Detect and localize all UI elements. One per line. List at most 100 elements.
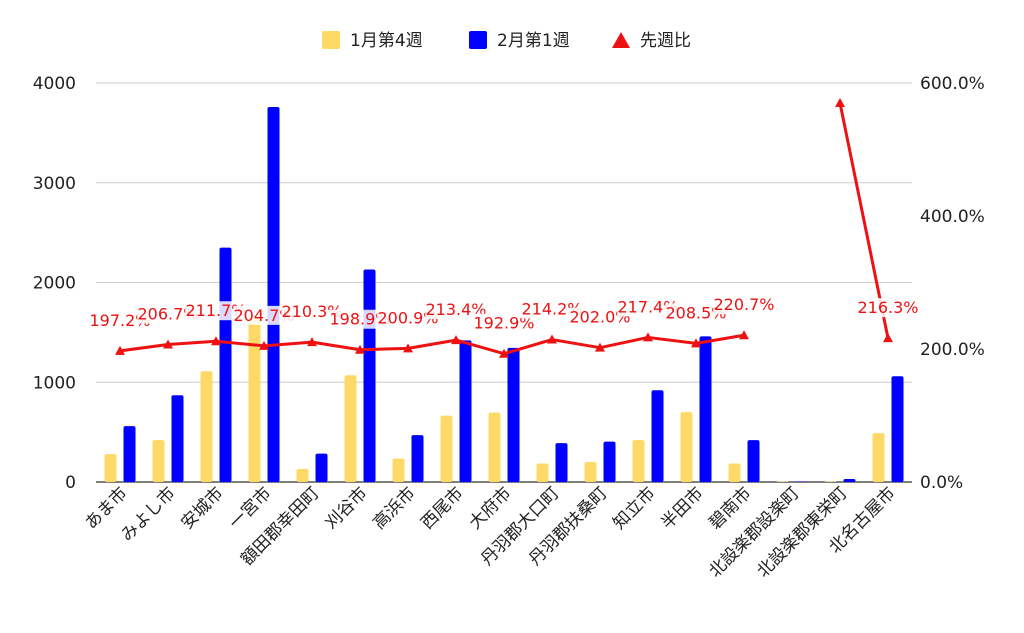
bar-jan-week4 (536, 463, 549, 482)
ratio-point (691, 338, 701, 348)
legend: 1月第4週 2月第1週 先週比 (322, 31, 691, 51)
data-label-bg (233, 305, 295, 325)
data-label-bg (473, 313, 535, 333)
ratio-data-label: 213.4% (425, 300, 486, 319)
data-label-bg (569, 307, 631, 327)
legend-label: 2月第1週 (497, 31, 570, 51)
x-category-label: 刈谷市 (321, 483, 371, 533)
bar-jan-week4 (728, 463, 741, 482)
ratio-point (259, 340, 269, 350)
y-left-tick-label: 1000 (33, 373, 76, 393)
bar-jan-week4 (296, 469, 309, 482)
x-category-label: 西尾市 (417, 483, 467, 533)
ratio-point (355, 344, 365, 354)
x-category-label: 知立市 (609, 483, 659, 533)
ratio-point (403, 343, 413, 353)
ratio-point (547, 334, 557, 344)
data-label-bg (665, 303, 727, 323)
data-label-bg (281, 302, 343, 322)
bar-jan-week4 (248, 316, 261, 482)
ratio-point (643, 332, 653, 342)
ratio-data-label: 208.5% (665, 303, 726, 322)
ratio-point (739, 330, 749, 340)
ratio-point (499, 348, 509, 358)
bar-feb-week1 (507, 347, 520, 482)
ratio-data-label: 206.7% (137, 305, 198, 324)
ratio-point (307, 337, 317, 347)
data-label-bg (617, 297, 679, 317)
bar-jan-week4 (488, 412, 501, 482)
ratio-data-label: 217.4% (617, 297, 678, 316)
ratio-data-label: 197.2% (89, 311, 150, 330)
bar-feb-week1 (651, 390, 664, 482)
data-label-bg (713, 295, 775, 315)
bar-jan-week4 (632, 440, 645, 482)
bars-layer (104, 106, 904, 482)
bar-jan-week4 (584, 462, 597, 482)
bar-feb-week1 (603, 441, 616, 482)
ratio-data-label: 200.9% (377, 308, 438, 327)
label-layer: 197.2%206.7%211.7%204.7%210.3%198.9%200.… (89, 295, 919, 333)
data-label-bg (137, 304, 199, 324)
y-left-tick-label: 3000 (33, 174, 76, 194)
bar-jan-week4 (392, 458, 405, 482)
legend-label: 先週比 (640, 31, 691, 51)
bar-jan-week4 (872, 433, 885, 482)
legend-swatch (322, 31, 340, 49)
ratio-point (451, 335, 461, 345)
bar-feb-week1 (267, 106, 280, 482)
bar-feb-week1 (123, 426, 136, 482)
data-label-bg (329, 309, 391, 329)
bar-feb-week1 (363, 269, 376, 482)
bar-feb-week1 (699, 336, 712, 482)
y-right-tick-label: 600.0% (920, 74, 985, 94)
ratio-point (835, 97, 845, 107)
bar-feb-week1 (795, 481, 808, 482)
ratio-data-label: 204.7% (233, 306, 294, 325)
bar-feb-week1 (891, 376, 904, 482)
line-layer (115, 97, 893, 358)
bar-feb-week1 (219, 247, 232, 482)
ratio-data-label: 214.2% (521, 300, 582, 319)
bar-feb-week1 (411, 435, 424, 482)
ratio-data-label: 202.0% (569, 308, 630, 327)
bar-jan-week4 (680, 412, 693, 482)
ratio-data-label: 210.3% (281, 302, 342, 321)
y-right-tick-label: 400.0% (920, 207, 985, 227)
ratio-data-label: 192.9% (473, 314, 534, 333)
ratio-point (115, 345, 125, 355)
ratio-point (211, 336, 221, 346)
data-label-bg (857, 298, 919, 318)
x-category-label: 半田市 (657, 483, 707, 533)
bar-jan-week4 (824, 481, 837, 482)
bar-feb-week1 (171, 395, 184, 482)
y-left-tick-label: 4000 (33, 74, 76, 94)
bar-jan-week4 (104, 454, 117, 482)
bar-jan-week4 (200, 371, 213, 482)
data-label-bg (521, 299, 583, 319)
legend-swatch-triangle (612, 32, 630, 48)
bar-feb-week1 (843, 479, 856, 482)
y-left-tick-label: 2000 (33, 274, 76, 294)
ratio-data-label: 198.9% (329, 310, 390, 329)
bar-feb-week1 (459, 340, 472, 482)
x-category-label: 高浜市 (369, 483, 419, 533)
bar-jan-week4 (776, 481, 789, 482)
legend-label: 1月第4週 (350, 31, 423, 51)
bar-jan-week4 (344, 375, 357, 482)
y-left-tick-label: 0 (65, 473, 76, 493)
ratio-line (119, 333, 745, 356)
legend-swatch (469, 31, 487, 49)
x-category-label: 安城市 (177, 483, 227, 533)
data-label-bg (185, 301, 247, 321)
ratio-data-label: 220.7% (713, 295, 774, 314)
bar-feb-week1 (555, 443, 568, 482)
data-label-bg (89, 310, 151, 330)
ratio-point (163, 339, 173, 349)
data-label-bg (425, 300, 487, 320)
bar-jan-week4 (440, 415, 453, 482)
ratio-point (883, 333, 893, 343)
bar-jan-week4 (152, 440, 165, 482)
